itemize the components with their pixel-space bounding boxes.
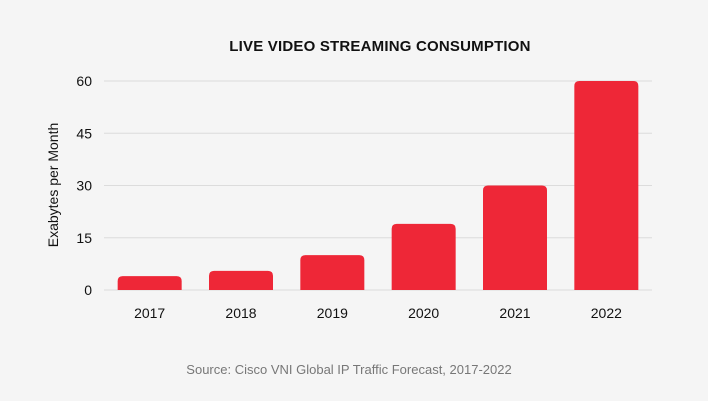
x-tick-label: 2022 — [591, 305, 622, 321]
x-tick-label: 2021 — [499, 305, 530, 321]
bar-2021 — [483, 185, 547, 290]
y-axis-label: Exabytes per Month — [45, 123, 61, 248]
y-tick-label: 60 — [76, 73, 92, 89]
bar-2017 — [117, 276, 182, 290]
bar-2022 — [574, 81, 639, 290]
y-axis-ticks: 0 15 30 45 60 — [76, 73, 92, 298]
bar-2019 — [300, 255, 365, 290]
y-tick-label: 45 — [76, 125, 92, 141]
x-tick-label: 2019 — [317, 305, 348, 321]
bars — [117, 81, 639, 290]
bar-2020 — [391, 223, 456, 290]
bar-2018 — [209, 270, 273, 290]
source-note: Source: Cisco VNI Global IP Traffic Fore… — [186, 362, 511, 377]
chart-title: LIVE VIDEO STREAMING CONSUMPTION — [229, 38, 530, 55]
y-tick-label: 15 — [76, 230, 92, 246]
x-tick-label: 2020 — [408, 305, 439, 321]
x-tick-label: 2017 — [134, 305, 165, 321]
x-tick-label: 2018 — [225, 305, 256, 321]
x-axis-ticks: 2017 2018 2019 2020 2021 2022 — [134, 305, 622, 321]
y-tick-label: 0 — [84, 282, 92, 298]
y-tick-label: 30 — [76, 178, 92, 194]
gridlines — [104, 80, 652, 291]
